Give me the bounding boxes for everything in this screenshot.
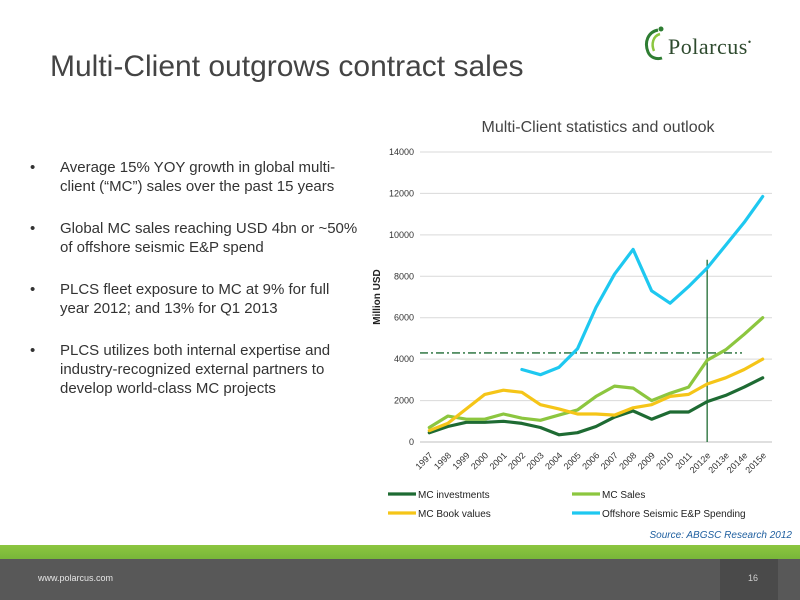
x-tick-label: 2001 [488,450,509,471]
logo-name: Polarcus [668,34,748,59]
x-tick-label: 2015e [743,450,768,475]
page-number: 16 [747,573,758,583]
x-tick-label: 2000 [469,450,490,471]
bullet-text: Average 15% YOY growth in global multi-c… [60,159,336,195]
series-line [427,316,765,430]
y-tick-label: 2000 [394,396,414,406]
series-line [427,357,765,433]
x-tick-label: 2005 [562,450,583,471]
x-tick-label: 1999 [450,450,471,471]
y-tick-label: 10000 [389,230,414,240]
x-tick-label: 2007 [599,450,620,471]
legend-label: MC Book values [418,509,491,520]
bullet-marker: • [30,281,36,298]
x-tick-label: 2010 [654,450,675,471]
series-line [427,376,765,437]
legend-label: MC Sales [602,490,645,501]
x-tick-label: 1997 [413,450,434,471]
logo-text: Polarcus• [668,34,752,60]
x-tick-label: 2002 [506,450,527,471]
x-tick-label: 1998 [432,450,453,471]
bullet-text: Global MC sales reaching USD 4bn or ~50%… [60,220,358,256]
x-tick-label: 2003 [525,450,546,471]
series-line [520,194,765,377]
x-tick-label: 2006 [580,450,601,471]
y-tick-label: 8000 [394,271,414,281]
y-tick-label: 0 [409,437,414,447]
y-tick-label: 12000 [389,188,414,198]
bullet-item: • PLCS fleet exposure to MC at 9% for ful… [30,280,360,318]
bullet-item: • Average 15% YOY growth in global multi-… [30,158,360,196]
y-tick-label: 6000 [394,313,414,323]
y-tick-label: 4000 [394,354,414,364]
bullet-marker: • [30,342,36,359]
page-number-box: 16 [720,559,778,600]
legend-label: MC investments [418,490,490,501]
bullet-item: • Global MC sales reaching USD 4bn or ~50… [30,219,360,257]
logo-dot: • [747,37,752,49]
x-tick-label: 2009 [636,450,657,471]
source-note: Source: ABGSC Research 2012 [649,530,792,541]
chart-title: Multi-Client statistics and outlook [482,119,716,136]
footer-band [0,559,800,600]
x-tick-label: 2008 [617,450,638,471]
bullet-item: • PLCS utilizes both internal expertise a… [30,341,360,398]
bullet-text: PLCS fleet exposure to MC at 9% for full… [60,281,330,317]
bullet-list: • Average 15% YOY growth in global multi-… [30,158,360,421]
bullet-text: PLCS utilizes both internal expertise an… [60,342,331,397]
footer-url: www.polarcus.com [38,573,114,583]
slide-title: Multi-Client outgrows contract sales [50,50,524,83]
bullet-marker: • [30,220,36,237]
legend-label: Offshore Seismic E&P Spending [602,509,746,520]
x-tick-label: 2004 [543,450,564,471]
footer: www.polarcus.com 16 [0,545,800,600]
polarcus-swirl-icon [644,26,664,61]
polarcus-logo: Polarcus• [640,24,790,64]
y-axis-label: Million USD [372,269,383,325]
line-chart: Multi-Client statistics and outlook 0 2000… [372,119,772,520]
bullet-marker: • [30,159,36,176]
y-tick-label: 14000 [389,147,414,157]
